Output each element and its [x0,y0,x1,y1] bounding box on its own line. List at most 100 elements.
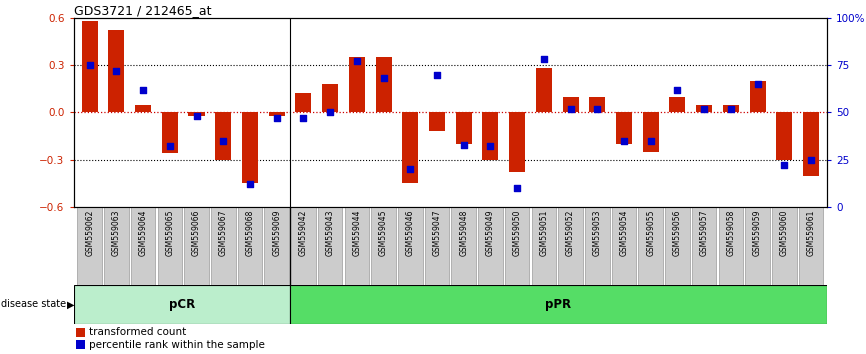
Bar [158,207,182,285]
Text: GSM559062: GSM559062 [85,210,94,256]
Text: GSM559065: GSM559065 [165,210,174,256]
Point [190,113,204,119]
Text: transformed count: transformed count [89,327,186,337]
Bar [268,113,285,115]
Bar [216,113,231,160]
Text: GSM559056: GSM559056 [673,210,682,256]
Text: GSM559061: GSM559061 [806,210,816,256]
Text: GSM559068: GSM559068 [245,210,255,256]
Text: GSM559069: GSM559069 [272,210,281,256]
Point [510,185,524,191]
Text: pPR: pPR [546,298,572,311]
Point [697,106,711,112]
Text: GSM559066: GSM559066 [192,210,201,256]
Bar [264,207,289,285]
Text: GSM559054: GSM559054 [619,210,629,256]
Bar [291,207,316,285]
Bar [290,285,827,324]
Text: disease state: disease state [1,299,66,309]
Bar [104,207,129,285]
Bar [611,207,637,285]
Point [778,162,792,168]
Text: GSM559067: GSM559067 [219,210,228,256]
Bar [131,207,155,285]
Bar [345,207,369,285]
Point [216,138,230,144]
Text: GSM559045: GSM559045 [379,210,388,256]
Text: GSM559051: GSM559051 [540,210,548,256]
Bar [295,93,312,113]
Bar [376,57,391,113]
Bar [772,207,797,285]
Text: GSM559055: GSM559055 [646,210,656,256]
Text: pCR: pCR [169,298,195,311]
Bar [318,207,342,285]
Bar [74,285,290,324]
Bar [77,207,102,285]
Bar [776,113,792,160]
Bar [402,113,418,183]
Bar [750,81,766,113]
Point [136,87,150,92]
Bar [135,104,151,113]
Point [404,166,417,172]
Bar [719,207,743,285]
Text: GSM559042: GSM559042 [299,210,308,256]
Bar [798,207,824,285]
Bar [76,327,85,337]
Bar [478,207,502,285]
Point [163,144,177,149]
Bar [696,104,712,113]
Point [296,115,310,121]
Text: GSM559057: GSM559057 [700,210,708,256]
Bar [189,113,204,115]
Point [670,87,684,92]
Text: GSM559046: GSM559046 [406,210,415,256]
Text: GDS3721 / 212465_at: GDS3721 / 212465_at [74,4,211,17]
Text: GSM559044: GSM559044 [352,210,361,256]
Bar [509,113,525,172]
Bar [559,207,583,285]
Text: GSM559053: GSM559053 [592,210,602,256]
Bar [372,207,396,285]
Point [109,68,123,74]
Point [430,72,444,78]
Text: GSM559052: GSM559052 [566,210,575,256]
Text: percentile rank within the sample: percentile rank within the sample [89,340,265,350]
Point [243,182,257,187]
Text: ▶: ▶ [67,299,74,309]
Text: GSM559047: GSM559047 [432,210,442,256]
Bar [616,113,632,144]
Bar [237,207,262,285]
Bar [451,207,476,285]
Bar [585,207,610,285]
Point [456,142,470,147]
Bar [669,97,685,113]
Text: GSM559059: GSM559059 [753,210,762,256]
Text: GSM559049: GSM559049 [486,210,494,256]
Bar [211,207,236,285]
Point [751,81,765,87]
Bar [803,113,819,176]
Point [591,106,604,112]
Text: GSM559043: GSM559043 [326,210,334,256]
Bar [536,68,552,113]
Bar [505,207,529,285]
Point [83,62,97,68]
Text: GSM559050: GSM559050 [513,210,521,256]
Bar [398,207,423,285]
Bar [563,97,578,113]
Bar [162,113,178,153]
Bar [108,30,125,113]
Bar [76,340,85,349]
Point [804,157,818,162]
Point [564,106,578,112]
Bar [429,113,445,131]
Point [350,58,364,64]
Bar [184,207,209,285]
Bar [424,207,449,285]
Text: GSM559048: GSM559048 [459,210,469,256]
Point [483,144,497,149]
Bar [349,57,365,113]
Bar [456,113,472,144]
